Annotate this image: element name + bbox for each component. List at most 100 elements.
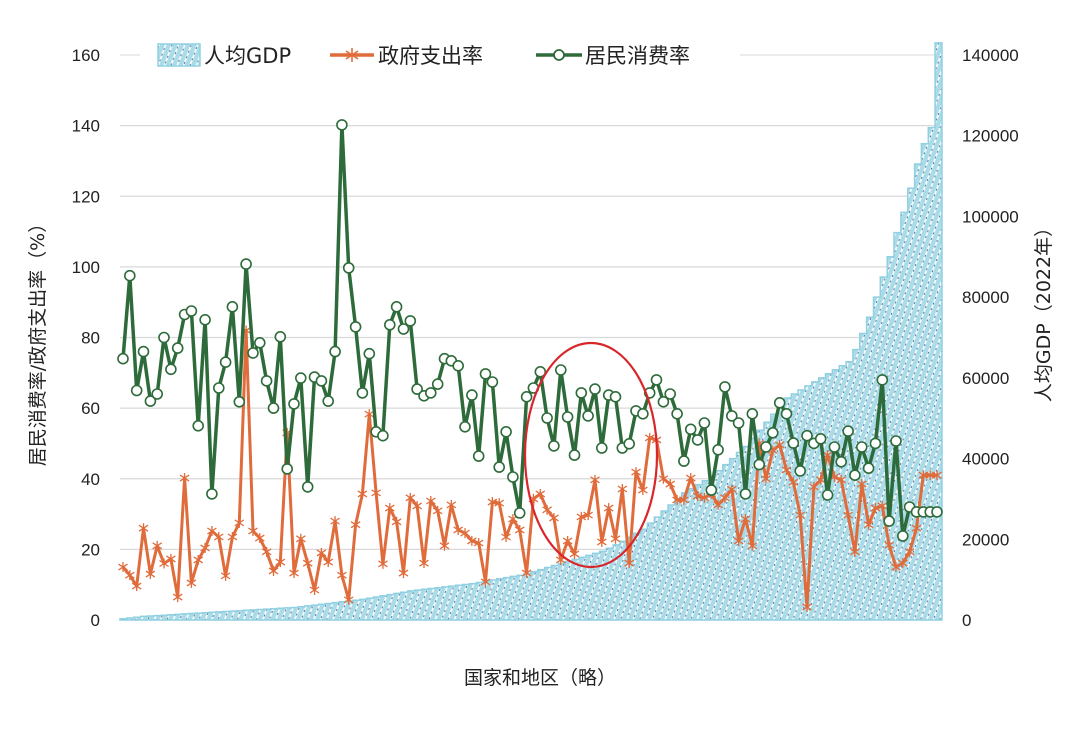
open-circle-marker-icon xyxy=(349,321,362,333)
asterisk-marker-icon xyxy=(309,584,320,595)
asterisk-marker-icon xyxy=(343,594,354,605)
y-axis-left-title: 居民消费率/政府支出率（%） xyxy=(27,214,49,466)
consumption-line xyxy=(117,119,943,542)
asterisk-marker-icon xyxy=(843,510,853,521)
asterisk-marker-icon xyxy=(213,532,224,543)
open-circle-marker-icon xyxy=(493,461,506,473)
open-circle-marker-icon xyxy=(554,364,567,376)
asterisk-marker-icon xyxy=(850,546,860,557)
open-circle-marker-icon xyxy=(466,389,478,401)
open-circle-marker-icon xyxy=(657,395,670,408)
open-circle-marker-icon xyxy=(534,365,547,378)
right-axis-ticks: 0 20000 40000 60000 80000 100000 120000 140000 xyxy=(962,46,1019,630)
open-circle-marker-icon xyxy=(582,410,594,422)
open-circle-marker-icon xyxy=(315,375,328,387)
open-circle-marker-icon xyxy=(568,449,581,461)
open-circle-marker-icon xyxy=(171,342,184,354)
open-circle-marker-icon xyxy=(342,262,355,274)
asterisk-marker-icon xyxy=(412,500,422,511)
open-circle-marker-icon xyxy=(637,407,649,420)
open-circle-marker-icon xyxy=(240,258,252,270)
open-circle-marker-icon xyxy=(377,429,389,442)
open-circle-marker-icon xyxy=(253,336,266,349)
right-tick-label: 20000 xyxy=(962,530,1009,549)
open-circle-marker-icon xyxy=(541,412,553,424)
asterisk-marker-icon xyxy=(897,558,908,569)
open-circle-marker-icon xyxy=(486,376,499,388)
asterisk-marker-icon xyxy=(275,557,286,568)
asterisk-marker-icon xyxy=(220,570,231,581)
asterisk-marker-icon xyxy=(480,576,491,587)
asterisk-marker-icon xyxy=(747,540,758,551)
right-tick-label: 140000 xyxy=(962,46,1019,65)
open-circle-marker-icon xyxy=(219,356,232,369)
legend-gov-label: 政府支出率 xyxy=(378,44,483,68)
asterisk-marker-icon xyxy=(439,540,450,551)
asterisk-marker-icon xyxy=(624,558,635,569)
left-tick-label: 80 xyxy=(81,329,100,348)
asterisk-marker-icon xyxy=(576,511,587,522)
open-circle-marker-icon xyxy=(595,442,608,454)
asterisk-marker-icon xyxy=(911,523,922,534)
open-circle-marker-icon xyxy=(869,437,882,450)
open-circle-marker-icon xyxy=(671,407,683,420)
asterisk-marker-icon xyxy=(453,524,464,535)
open-circle-marker-icon xyxy=(206,488,218,500)
open-circle-marker-icon xyxy=(931,506,943,518)
gridlines xyxy=(120,54,942,621)
open-circle-marker-icon xyxy=(363,347,376,360)
asterisk-marker-icon xyxy=(268,565,279,576)
open-circle-marker-icon xyxy=(281,463,294,475)
open-circle-marker-icon xyxy=(828,441,841,453)
open-circle-marker-icon xyxy=(589,383,601,395)
open-circle-marker-icon xyxy=(725,410,738,422)
open-circle-marker-icon xyxy=(876,374,889,386)
asterisk-marker-icon xyxy=(870,503,881,514)
open-circle-marker-icon xyxy=(452,359,465,372)
asterisk-marker-icon xyxy=(207,526,217,537)
legend-gdp-label: 人均GDP xyxy=(204,44,291,68)
open-circle-marker-icon xyxy=(322,395,335,407)
asterisk-marker-icon xyxy=(617,483,628,494)
asterisk-marker-icon xyxy=(323,557,334,568)
right-tick-label: 100000 xyxy=(962,207,1019,226)
asterisk-marker-icon xyxy=(405,492,416,503)
asterisk-marker-icon xyxy=(514,524,525,535)
open-circle-marker-icon xyxy=(390,300,403,313)
asterisk-marker-icon xyxy=(152,540,163,551)
open-circle-marker-icon xyxy=(213,382,225,394)
open-circle-marker-icon xyxy=(855,441,868,453)
asterisk-marker-icon xyxy=(138,523,149,534)
asterisk-marker-icon xyxy=(815,474,826,485)
asterisk-marker-icon xyxy=(384,503,395,514)
asterisk-marker-icon xyxy=(809,481,819,492)
open-circle-marker-icon xyxy=(192,419,204,432)
asterisk-marker-icon xyxy=(118,562,128,573)
left-tick-label: 0 xyxy=(91,611,100,630)
asterisk-marker-icon xyxy=(802,601,812,612)
open-circle-marker-icon xyxy=(424,387,437,399)
asterisk-marker-icon xyxy=(590,474,600,485)
open-circle-marker-icon xyxy=(890,435,902,447)
open-circle-marker-icon xyxy=(896,530,909,542)
asterisk-marker-icon xyxy=(172,592,183,603)
highlight-ellipse xyxy=(523,341,659,569)
open-circle-marker-icon xyxy=(705,484,718,496)
asterisk-marker-icon xyxy=(596,536,607,547)
asterisk-marker-icon xyxy=(371,487,381,498)
open-circle-marker-icon xyxy=(664,388,677,400)
asterisk-marker-icon xyxy=(761,473,771,484)
asterisk-marker-icon xyxy=(788,477,799,488)
asterisk-marker-icon xyxy=(542,504,552,515)
asterisk-marker-icon xyxy=(234,517,245,528)
asterisk-marker-icon xyxy=(419,558,429,569)
open-circle-marker-icon xyxy=(760,441,772,453)
open-circle-marker-icon xyxy=(336,119,348,131)
y-axis-right-title: 人均GDP（2022年） xyxy=(1033,218,1055,402)
asterisk-marker-icon xyxy=(795,510,806,521)
asterisk-marker-icon xyxy=(856,479,867,490)
asterisk-marker-icon xyxy=(179,473,190,484)
open-circle-marker-icon xyxy=(746,407,759,420)
asterisk-marker-icon xyxy=(562,535,573,546)
open-circle-marker-icon xyxy=(226,300,239,313)
